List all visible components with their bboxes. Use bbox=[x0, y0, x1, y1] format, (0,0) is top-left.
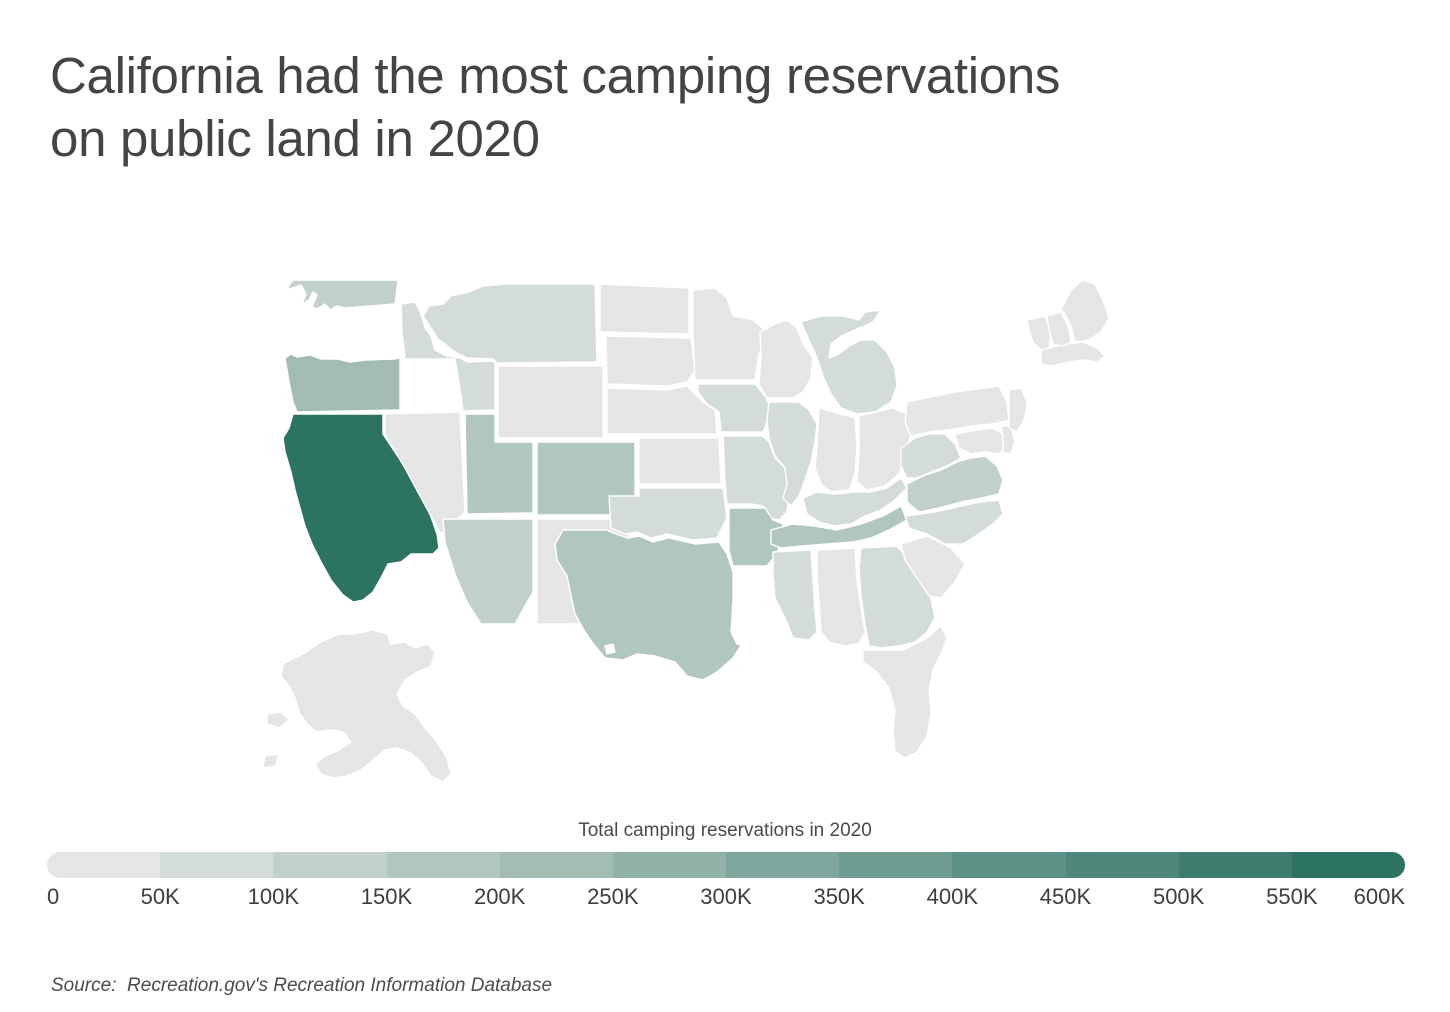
legend: Total camping reservations in 2020 bbox=[0, 820, 1450, 930]
legend-swatch-1 bbox=[160, 852, 274, 878]
state-WI[interactable] bbox=[758, 319, 814, 399]
legend-swatch-2 bbox=[273, 852, 387, 878]
state-WV[interactable] bbox=[900, 433, 962, 479]
state-AL[interactable] bbox=[816, 547, 866, 647]
state-WA[interactable] bbox=[285, 279, 399, 311]
state-IL[interactable] bbox=[766, 401, 818, 507]
state-ID[interactable] bbox=[400, 301, 496, 412]
legend-tick-200K: 200K bbox=[473, 884, 526, 909]
state-NH[interactable] bbox=[1046, 311, 1072, 347]
legend-tick-550K: 550K bbox=[1266, 884, 1318, 909]
legend-swatch-4 bbox=[499, 852, 613, 878]
state-MN[interactable] bbox=[692, 287, 768, 381]
legend-tick-300K: 300K bbox=[700, 884, 752, 909]
legend-tick-100K: 100K bbox=[247, 884, 300, 909]
choropleth-map bbox=[255, 262, 1195, 822]
legend-tick-labels: 0 50K 100K 150K 200K 250K 300K 350K 400K 450K 500K… bbox=[0, 884, 1450, 918]
legend-tick-0: 0 bbox=[47, 884, 60, 909]
legend-tick-150K: 150K bbox=[360, 884, 413, 909]
legend-tick-450K: 450K bbox=[1039, 884, 1092, 909]
state-MD[interactable] bbox=[954, 427, 1008, 455]
state-AZ[interactable] bbox=[442, 518, 534, 625]
state-OK[interactable] bbox=[608, 487, 728, 541]
legend-title: Total camping reservations in 2020 bbox=[578, 820, 872, 841]
state-AK[interactable] bbox=[262, 629, 452, 783]
state-OR[interactable] bbox=[284, 353, 401, 413]
state-TX[interactable] bbox=[554, 529, 754, 681]
legend-swatch-8 bbox=[952, 852, 1066, 878]
state-NJ[interactable] bbox=[1008, 387, 1028, 433]
source-note: Source: Recreation.gov's Recreation Info… bbox=[51, 975, 553, 996]
state-NY[interactable] bbox=[916, 337, 1046, 397]
us-states-svg bbox=[262, 279, 1110, 783]
state-KY[interactable] bbox=[802, 477, 908, 527]
legend-swatch-6 bbox=[726, 852, 840, 878]
state-VT[interactable] bbox=[1026, 315, 1052, 351]
legend-swatch-10 bbox=[1178, 852, 1292, 878]
state-MI[interactable] bbox=[800, 309, 898, 415]
state-NC[interactable] bbox=[904, 499, 1004, 545]
state-PA[interactable] bbox=[904, 385, 1010, 437]
state-RI[interactable] bbox=[1068, 361, 1082, 385]
state-SC[interactable] bbox=[900, 535, 966, 599]
legend-colorbar bbox=[47, 852, 1405, 878]
state-WY[interactable] bbox=[497, 365, 604, 439]
state-MO[interactable] bbox=[722, 435, 798, 521]
legend-swatch-0 bbox=[47, 852, 161, 878]
state-UT[interactable] bbox=[464, 413, 534, 515]
legend-swatch-11 bbox=[1291, 852, 1405, 878]
state-TN[interactable] bbox=[770, 505, 908, 549]
legend-swatch-5 bbox=[612, 852, 727, 878]
state-KS[interactable] bbox=[638, 437, 722, 485]
state-IN[interactable] bbox=[814, 407, 858, 493]
state-MT[interactable] bbox=[422, 283, 598, 364]
legend-colorbar-swatches bbox=[47, 852, 1405, 878]
state-HI[interactable] bbox=[604, 643, 724, 751]
title-line-1: California had the most camping reservat… bbox=[50, 47, 1061, 104]
state-ND[interactable] bbox=[599, 283, 690, 335]
states-layer bbox=[262, 279, 1110, 783]
state-LA[interactable] bbox=[730, 569, 792, 649]
state-VA[interactable] bbox=[906, 455, 1004, 513]
legend-tick-350K: 350K bbox=[813, 884, 865, 909]
legend-swatch-3 bbox=[386, 852, 500, 878]
state-SD[interactable] bbox=[605, 335, 696, 387]
state-MA[interactable] bbox=[1040, 341, 1106, 367]
legend-tick-500K: 500K bbox=[1152, 884, 1205, 909]
title-line-2: on public land in 2020 bbox=[50, 110, 540, 167]
legend-swatch-9 bbox=[1065, 852, 1179, 878]
legend-tick-250K: 250K bbox=[587, 884, 639, 909]
legend-tick-400K: 400K bbox=[926, 884, 979, 909]
state-NV[interactable] bbox=[384, 411, 466, 535]
state-MS[interactable] bbox=[772, 549, 818, 641]
state-FL[interactable] bbox=[862, 625, 948, 759]
state-CT[interactable] bbox=[1040, 363, 1072, 389]
state-OH[interactable] bbox=[856, 407, 912, 491]
state-IA[interactable] bbox=[697, 383, 772, 433]
legend-tick-50K: 50K bbox=[140, 884, 180, 909]
page-title: California had the most camping reservat… bbox=[50, 44, 1440, 170]
state-ME[interactable] bbox=[1060, 279, 1110, 343]
legend-tick-600K: 600K bbox=[1353, 884, 1405, 909]
legend-swatch-7 bbox=[839, 852, 953, 878]
